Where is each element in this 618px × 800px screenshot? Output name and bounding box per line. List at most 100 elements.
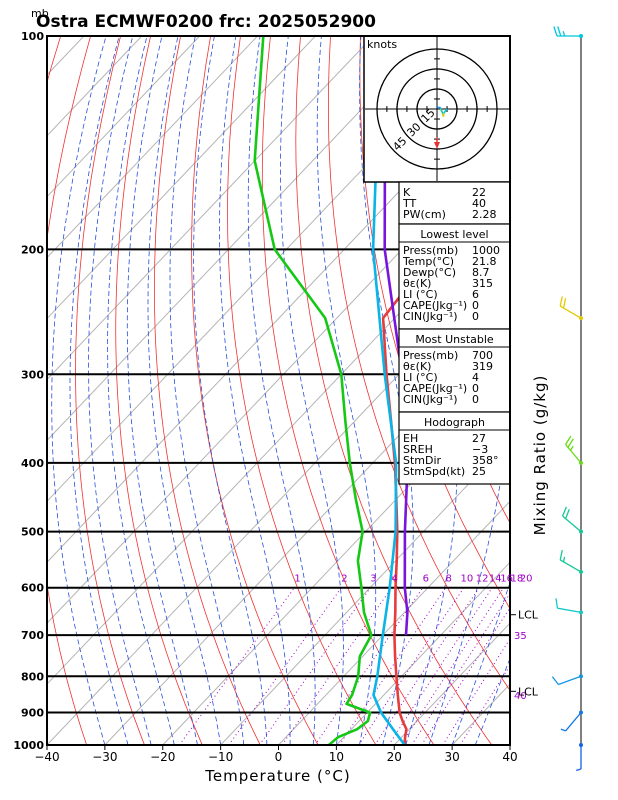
pressure-tick-label: 200 xyxy=(21,243,44,256)
index-value: 315 xyxy=(472,277,493,290)
wind-barb xyxy=(555,598,559,609)
dry-adiabat xyxy=(540,36,618,745)
mixing-ratio-line xyxy=(421,606,510,745)
index-label: CAPE(Jkg⁻¹) xyxy=(403,382,467,395)
pressure-tick-label: 500 xyxy=(21,526,44,539)
lcl-label: LCL xyxy=(518,609,539,622)
pressure-tick-label: 900 xyxy=(21,707,44,720)
series-line-surface-parcel xyxy=(371,36,406,745)
wind-barb-staff xyxy=(562,515,582,533)
wind-barb xyxy=(564,509,570,519)
x-tick-label: −20 xyxy=(150,750,175,764)
mixing-ratio-label: 4 xyxy=(392,574,398,585)
series-line-dewpoint xyxy=(253,36,373,745)
isotherm xyxy=(47,36,374,381)
mixing-ratio-label: 16 xyxy=(500,574,513,585)
mixing-ratio-line xyxy=(338,587,447,745)
index-value: 0 xyxy=(472,393,479,406)
moist-adiabat xyxy=(126,36,198,745)
table-box xyxy=(398,181,511,225)
series-line-temperature xyxy=(381,146,510,745)
table-box xyxy=(398,328,511,413)
moist-adiabat xyxy=(88,36,152,745)
index-value: 0 xyxy=(472,299,479,312)
moist-adiabat xyxy=(247,36,316,745)
index-label: θε(K) xyxy=(403,360,431,373)
pressure-unit-label: mb xyxy=(31,7,49,20)
mixing-ratio-line xyxy=(259,587,371,745)
moist-adiabat xyxy=(316,36,377,745)
dry-adiabat xyxy=(261,36,435,745)
moist-adiabat xyxy=(428,36,510,745)
moist-adiabat xyxy=(69,36,129,745)
index-value: 4 xyxy=(472,371,479,384)
hodograph-segment xyxy=(443,108,448,114)
wind-barb xyxy=(569,445,574,451)
mixing-ratio-label: 40 xyxy=(514,691,527,702)
index-label: Press(mb) xyxy=(403,244,458,257)
wind-barb xyxy=(576,768,582,772)
dry-adiabat xyxy=(359,36,510,610)
mixing-ratio-label: 8 xyxy=(446,574,452,585)
index-value: 25 xyxy=(472,465,486,478)
wind-barb-staff xyxy=(558,675,582,686)
mixing-ratio-line xyxy=(400,587,505,745)
wind-barb xyxy=(561,506,568,517)
isotherm xyxy=(47,36,316,320)
index-label: LI (°C) xyxy=(403,288,438,301)
index-value: 6 xyxy=(472,288,479,301)
mixing-ratio-line xyxy=(411,592,510,745)
dry-adiabat xyxy=(295,36,493,745)
pressure-tick-label: 300 xyxy=(21,368,44,381)
wind-barb xyxy=(560,728,566,732)
isotherm xyxy=(47,36,258,259)
wind-barb xyxy=(565,435,572,445)
mixing-ratio-label: 2 xyxy=(341,574,347,585)
isotherm xyxy=(47,36,432,442)
moist-adiabat xyxy=(219,36,291,745)
index-value: −3 xyxy=(472,443,488,456)
pressure-tick-label: 400 xyxy=(21,457,44,470)
mixing-ratio-axis-label: Mixing Ratio (g/kg) xyxy=(531,375,549,536)
index-value: 22 xyxy=(472,186,486,199)
mixing-ratio-label: 20 xyxy=(520,574,533,585)
wind-barb xyxy=(559,296,563,307)
dry-adiabat xyxy=(47,36,91,745)
pressure-tick-label: 1000 xyxy=(13,739,44,752)
isotherm xyxy=(393,622,510,745)
index-value: 21.8 xyxy=(472,255,497,268)
wind-barb xyxy=(562,298,567,309)
index-value: 8.7 xyxy=(472,266,490,279)
dry-adiabat xyxy=(191,36,319,745)
index-label: K xyxy=(403,186,411,199)
isotherm xyxy=(220,439,510,745)
dry-adiabat xyxy=(153,36,261,745)
dry-adiabat xyxy=(115,36,203,745)
dry-adiabat xyxy=(327,36,510,691)
x-tick-label: 10 xyxy=(329,750,344,764)
wind-barb xyxy=(553,26,558,37)
wind-barb-staff xyxy=(559,559,582,573)
x-tick-label: −10 xyxy=(208,750,233,764)
index-label: PW(cm) xyxy=(403,208,446,221)
mixing-ratio-line xyxy=(228,587,342,745)
dry-adiabat xyxy=(75,36,145,745)
mixing-ratio-label: 18 xyxy=(511,574,524,585)
index-label: LI (°C) xyxy=(403,371,438,384)
wind-barb-staff xyxy=(565,712,582,732)
index-value: 700 xyxy=(472,349,493,362)
chart-title: Ostra ECMWF0200 frc: 2025052900 xyxy=(36,12,376,32)
pressure-tick-label: 600 xyxy=(21,582,44,595)
mixing-ratio-label: 3 xyxy=(370,574,376,585)
index-value: 40 xyxy=(472,197,486,210)
pressure-tick-label: 800 xyxy=(21,670,44,683)
mixing-ratio-line xyxy=(281,587,393,745)
index-label: Dewp(°C) xyxy=(403,266,456,279)
table-box xyxy=(398,411,511,485)
index-value: 0 xyxy=(472,382,479,395)
mixing-ratio-label: 14 xyxy=(489,574,502,585)
x-axis-label: Temperature (°C) xyxy=(204,767,350,785)
wind-barb-staff xyxy=(557,607,582,613)
mixing-ratio-label: 10 xyxy=(461,574,474,585)
